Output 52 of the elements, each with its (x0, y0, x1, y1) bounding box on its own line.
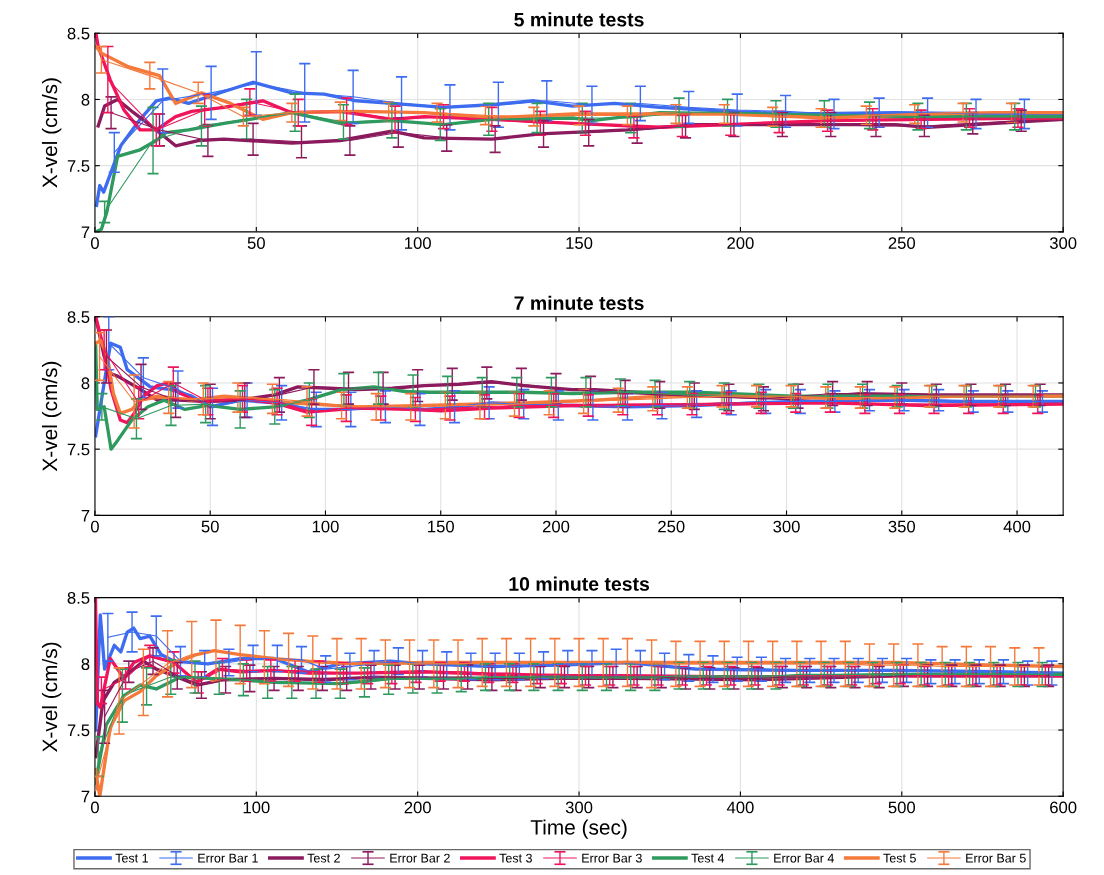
legend-label: Test 5 (883, 853, 916, 863)
chart-title: 7 minute tests (514, 295, 644, 310)
chart-title: 10 minute tests (509, 576, 650, 591)
x-tick-label: 250 (658, 520, 685, 533)
y-tick-label: 7 (81, 226, 90, 238)
x-tick-label: 250 (888, 237, 916, 249)
x-tick-label: 50 (201, 520, 219, 533)
x-tick-label: 400 (726, 801, 754, 814)
legend-label: Error Bar 4 (774, 853, 834, 863)
x-tick-label: 100 (405, 237, 431, 249)
y-tick-label: 7 (81, 790, 90, 803)
y-tick-label: 7 (81, 509, 90, 522)
x-tick-label: 50 (247, 237, 265, 249)
x-tick-label: 350 (888, 520, 916, 533)
y-tick-label: 8.5 (67, 311, 90, 323)
legend-label: Test 1 (115, 853, 148, 863)
x-tick-label: 0 (90, 801, 99, 814)
y-tick-label: 8 (81, 377, 90, 390)
x-tick-label: 0 (90, 237, 99, 249)
x-tick-label: 300 (1049, 237, 1077, 249)
x-tick-label: 600 (1050, 801, 1077, 814)
y-axis-title: X-vel (cm/s) (41, 78, 62, 188)
y-tick-label: 8 (81, 658, 90, 671)
x-tick-label: 200 (404, 801, 431, 814)
x-axis-title: Time (sec) (530, 819, 627, 839)
x-tick-label: 200 (727, 237, 754, 249)
x-tick-label: 100 (312, 520, 339, 533)
x-tick-label: 150 (566, 237, 593, 249)
x-tick-label: 0 (90, 520, 99, 533)
legend-label: Error Bar 1 (198, 853, 258, 863)
legend-label: Test 3 (499, 853, 532, 863)
x-tick-label: 100 (243, 801, 270, 814)
x-tick-label: 200 (542, 520, 570, 533)
x-tick-label: 400 (1003, 520, 1031, 533)
y-tick-label: 8.5 (67, 592, 90, 604)
y-tick-label: 7.5 (67, 160, 90, 172)
y-axis-title: X-vel (cm/s) (41, 642, 62, 753)
legend-label: Test 4 (691, 853, 725, 863)
legend-label: Error Bar 5 (966, 853, 1026, 863)
y-tick-label: 7.5 (67, 724, 90, 737)
y-tick-label: 7.5 (67, 443, 90, 456)
y-axis-title: X-vel (cm/s) (41, 361, 62, 472)
chart-title: 5 minute tests (514, 12, 644, 27)
x-tick-label: 500 (888, 801, 916, 814)
x-tick-label: 300 (565, 801, 593, 814)
legend-label: Test 2 (307, 853, 340, 863)
y-tick-label: 8.5 (67, 27, 90, 40)
x-tick-label: 300 (773, 520, 800, 533)
y-tick-label: 8 (81, 93, 90, 106)
legend-label: Error Bar 2 (390, 853, 450, 863)
x-tick-label: 150 (428, 520, 454, 533)
legend-label: Error Bar 3 (582, 853, 642, 863)
